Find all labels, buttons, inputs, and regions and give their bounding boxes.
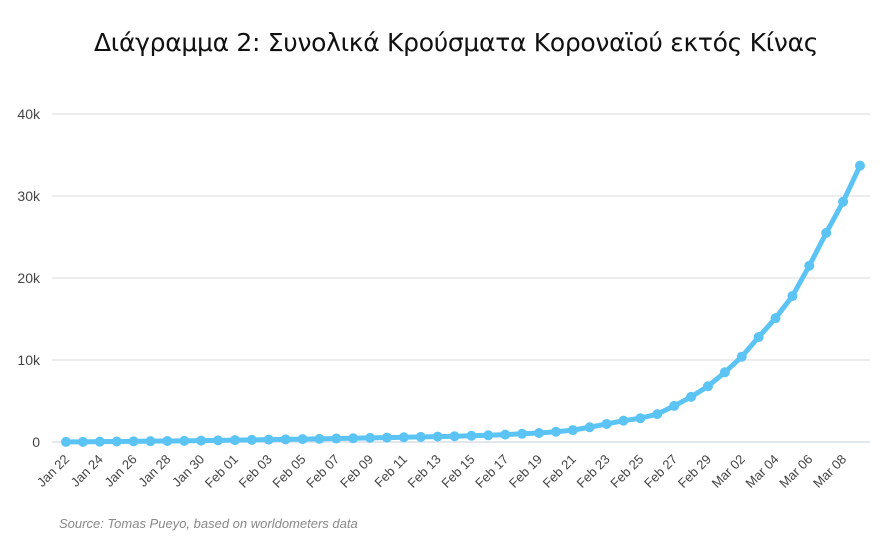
data-point [128, 436, 139, 447]
y-tick-label: 0 [32, 434, 40, 450]
data-point [584, 422, 595, 433]
data-point [314, 433, 325, 444]
data-point [702, 381, 713, 392]
x-tick-label: Mar 04 [742, 452, 781, 491]
data-point [179, 435, 190, 446]
data-point [229, 435, 240, 446]
x-tick-label: Feb 25 [607, 452, 646, 491]
x-tick-label: Feb 29 [675, 452, 714, 491]
data-point [162, 436, 173, 447]
x-tick-label: Mar 02 [709, 452, 748, 491]
chart-title: Διάγραμμα 2: Συνολικά Κρούσματα Κοροναϊο… [94, 28, 819, 57]
data-point [381, 432, 392, 443]
data-point [669, 400, 680, 411]
y-tick-label: 30k [17, 188, 41, 204]
data-point [787, 291, 798, 302]
source-note: Source: Tomas Pueyo, based on worldomete… [59, 516, 358, 531]
data-point [415, 431, 426, 442]
data-point [77, 436, 88, 447]
x-tick-label: Feb 11 [371, 452, 410, 491]
x-tick-label: Feb 09 [337, 452, 376, 491]
x-tick-label: Mar 08 [810, 452, 849, 491]
x-tick-label: Feb 13 [405, 452, 444, 491]
data-point [635, 413, 646, 424]
x-tick-label: Feb 05 [269, 452, 308, 491]
data-point [297, 434, 308, 445]
data-point [719, 367, 730, 378]
x-tick-label: Jan 24 [68, 452, 106, 490]
data-point [348, 433, 359, 444]
data-point [483, 430, 494, 441]
data-point [686, 391, 697, 402]
data-point [432, 431, 443, 442]
data-point [280, 434, 291, 445]
data-point [567, 425, 578, 436]
data-point [94, 436, 105, 447]
data-point [449, 431, 460, 442]
data-point [804, 260, 815, 271]
y-tick-label: 10k [17, 352, 41, 368]
data-point [838, 196, 849, 207]
data-point [466, 430, 477, 441]
data-point [517, 428, 528, 439]
data-point [753, 332, 764, 343]
x-tick-label: Feb 27 [641, 452, 680, 491]
data-point [821, 227, 832, 238]
x-tick-label: Jan 22 [34, 452, 72, 490]
data-point [855, 160, 865, 171]
data-point [550, 426, 561, 437]
data-point [770, 313, 781, 324]
x-tick-label: Jan 26 [101, 452, 139, 490]
x-tick-label: Feb 15 [438, 452, 477, 491]
data-point [652, 409, 663, 420]
x-tick-label: Feb 07 [303, 452, 342, 491]
data-point [263, 434, 274, 445]
data-point [601, 418, 612, 429]
data-point [534, 427, 545, 438]
x-tick-label: Feb 19 [506, 452, 545, 491]
data-point [331, 433, 342, 444]
data-point [365, 432, 376, 443]
data-point [618, 415, 629, 426]
y-tick-label: 20k [17, 270, 41, 286]
data-point [61, 436, 71, 447]
x-tick-label: Mar 06 [776, 452, 815, 491]
x-tick-label: Feb 03 [236, 452, 275, 491]
series-line [63, 163, 863, 445]
x-tick-label: Jan 30 [169, 452, 207, 490]
x-tick-label: Jan 28 [135, 452, 173, 490]
data-point [196, 435, 207, 446]
data-point [213, 435, 224, 446]
x-tick-label: Feb 01 [202, 452, 241, 491]
data-point [145, 436, 156, 447]
data-point [111, 436, 122, 447]
data-point [500, 429, 511, 440]
x-tick-label: Feb 17 [472, 452, 511, 491]
data-point [398, 432, 409, 443]
x-tick-label: Feb 23 [573, 452, 612, 491]
y-tick-label: 40k [17, 106, 41, 122]
data-point [736, 351, 747, 362]
x-tick-label: Feb 21 [540, 452, 579, 491]
data-point [246, 434, 257, 445]
